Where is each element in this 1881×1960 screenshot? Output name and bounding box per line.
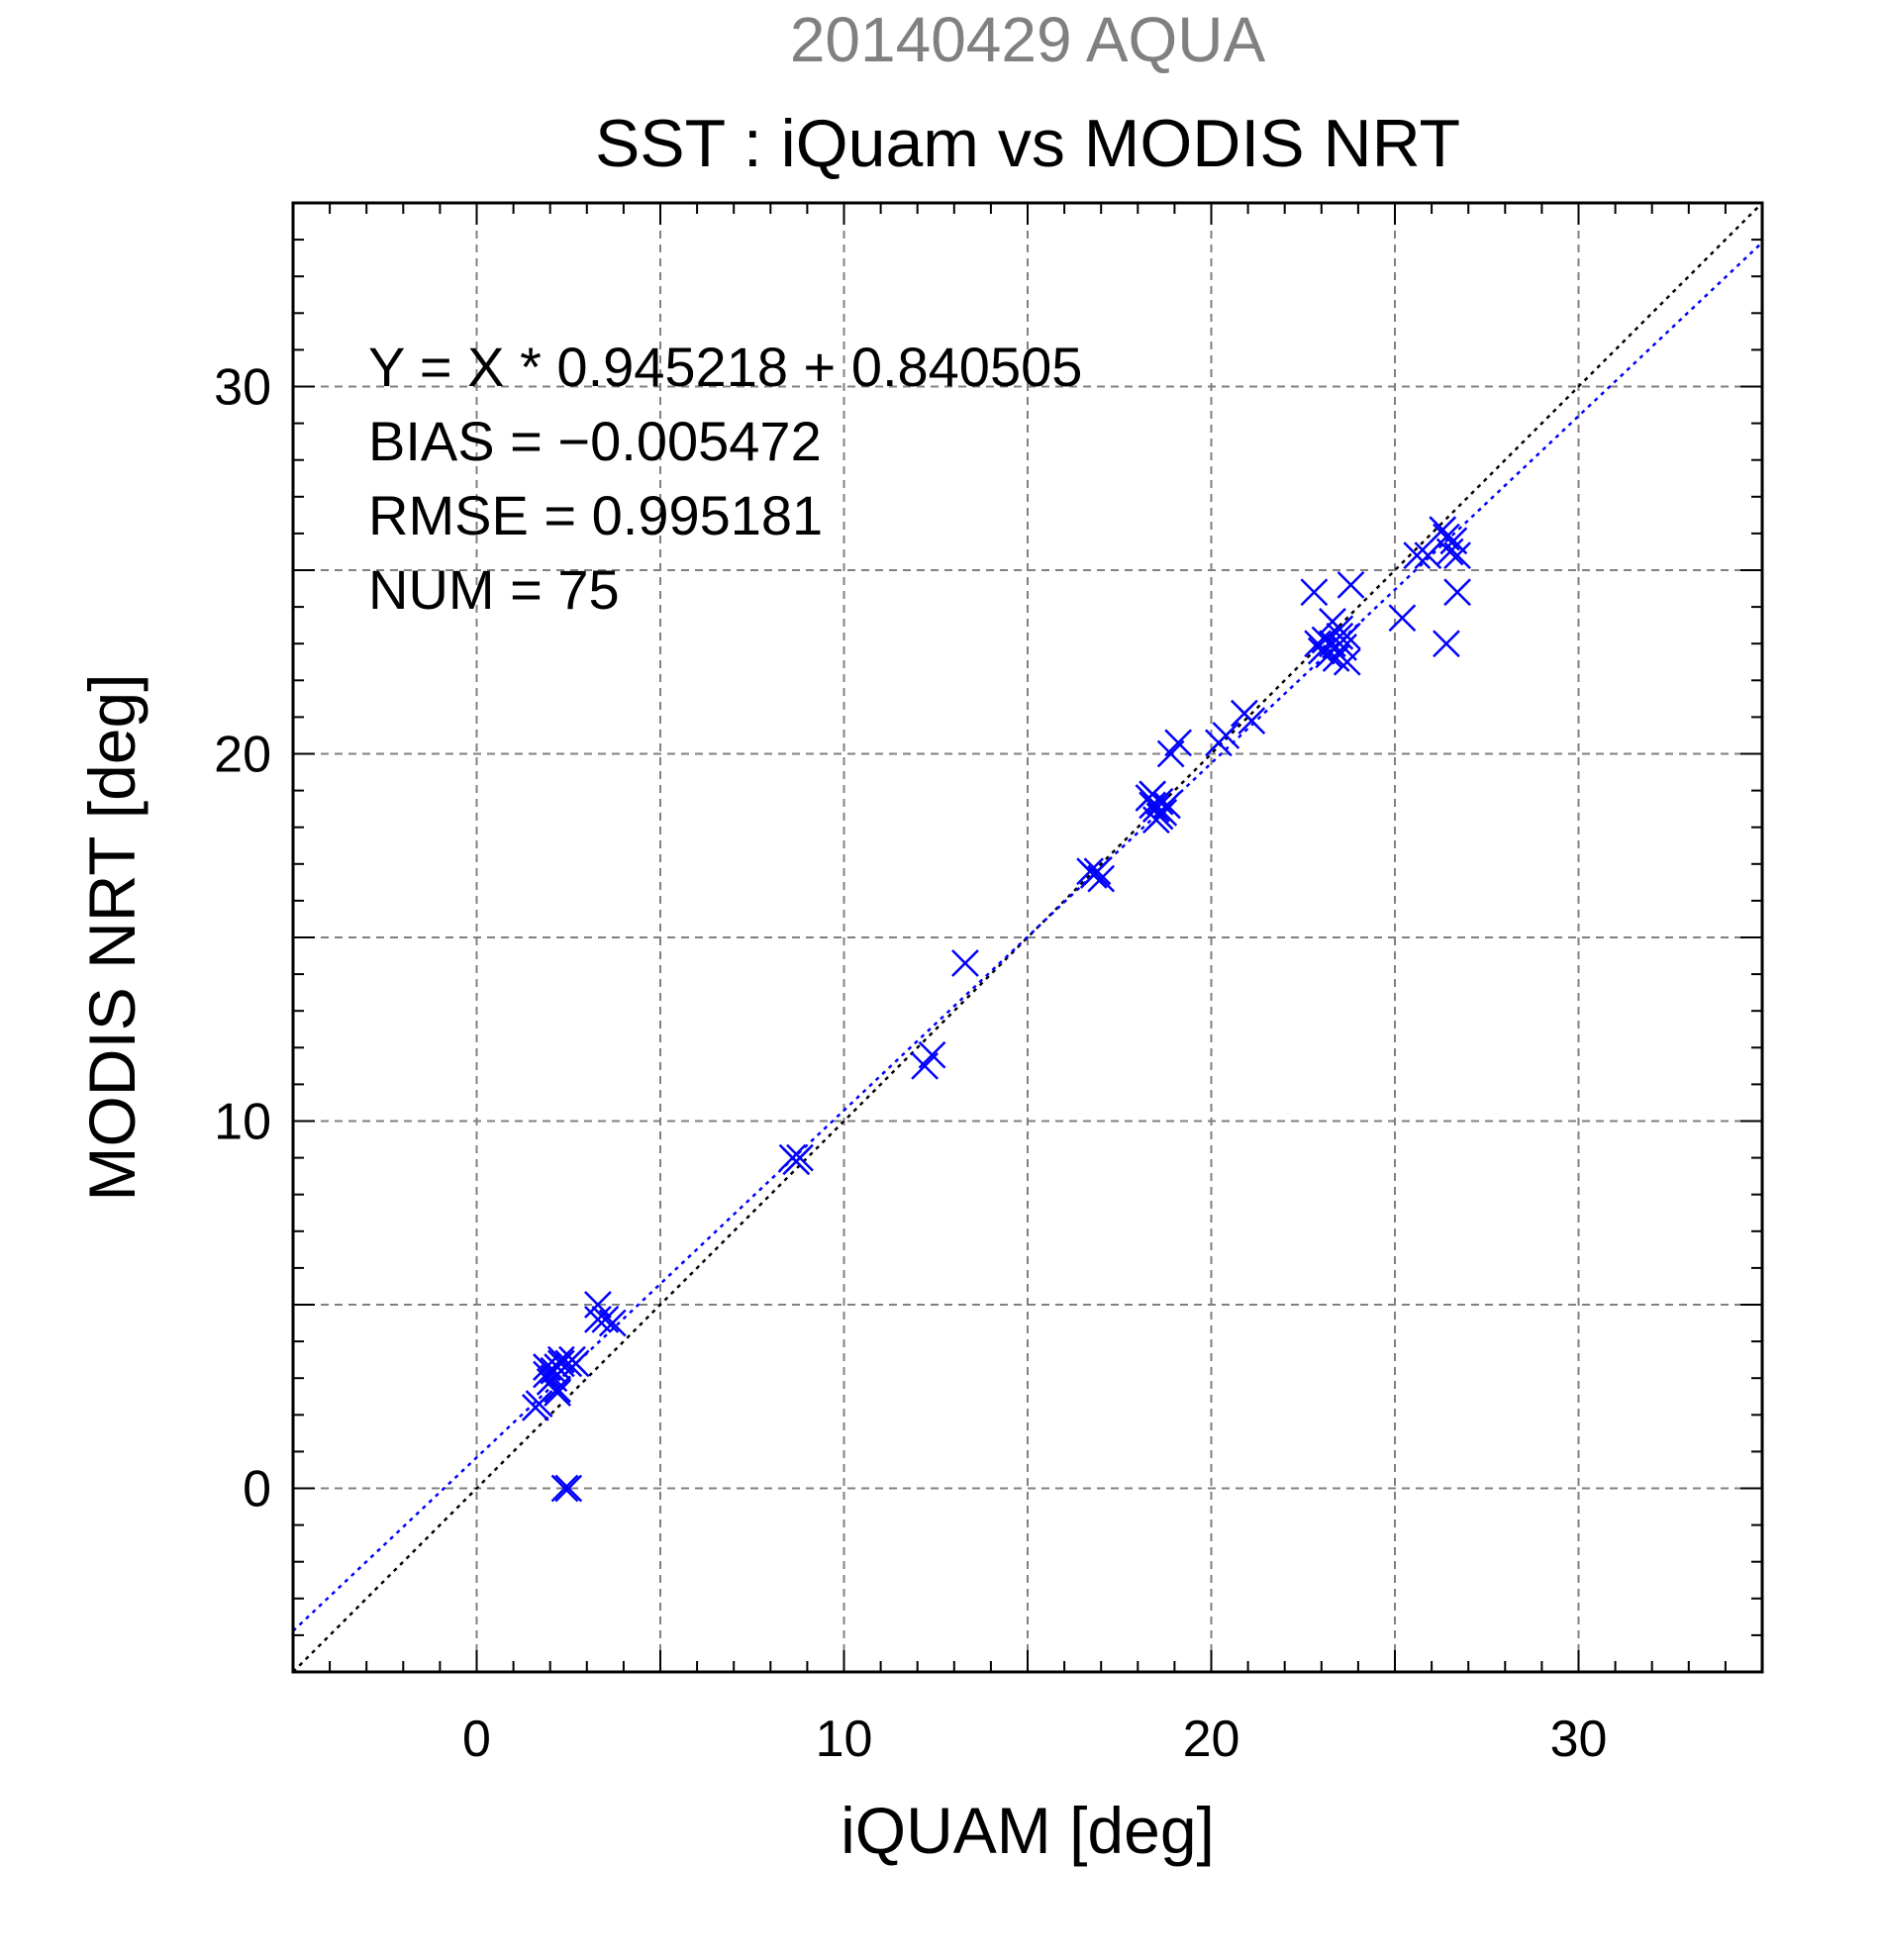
data-point-stroke (1403, 541, 1432, 570)
tick-labels: 0 10 20 30 0 10 20 30 (214, 359, 1607, 1769)
data-point (525, 1390, 553, 1419)
data-point (1300, 578, 1329, 607)
data-point (544, 1375, 572, 1404)
data-point (544, 1379, 572, 1407)
data-point-stroke (1300, 578, 1329, 607)
x-tick-label: 20 (1183, 1711, 1240, 1768)
data-point-stroke (1333, 647, 1361, 676)
chart-title: 20140429 AQUA (790, 4, 1266, 75)
data-point (918, 1040, 946, 1069)
annotation-num: NUM = 75 (368, 558, 620, 621)
reference-lines (292, 202, 1763, 1673)
data-point (1238, 707, 1266, 735)
x-tick-label: 0 (462, 1711, 491, 1768)
data-point-stroke (546, 1349, 575, 1378)
data-point (786, 1143, 814, 1172)
data-point (546, 1349, 575, 1378)
data-point (591, 1305, 620, 1333)
annotation-fit: Y = X * 0.945218 + 0.840505 (368, 336, 1082, 398)
data-point-stroke (598, 1309, 627, 1337)
annotation-bias: BIAS = −0.005472 (368, 410, 822, 472)
data-point-stroke (1433, 523, 1460, 551)
data-point-stroke (1087, 864, 1116, 893)
data-point (554, 1474, 583, 1503)
data-point (598, 1309, 627, 1337)
data-point (1141, 795, 1170, 824)
data-point-stroke (1145, 787, 1174, 816)
data-point-stroke (786, 1143, 814, 1172)
data-point-stroke (1443, 578, 1471, 607)
axis-ticks (292, 202, 1763, 1673)
data-point-stroke (1388, 604, 1417, 633)
data-point-stroke (554, 1474, 583, 1503)
data-point-stroke (951, 949, 979, 977)
y-axis-label: MODIS NRT [deg] (75, 673, 148, 1201)
data-point-stroke (550, 1474, 579, 1503)
data-point-stroke (584, 1305, 612, 1333)
fit-line (292, 242, 1763, 1632)
y-tick-label: 0 (243, 1461, 271, 1519)
data-point (1336, 570, 1365, 599)
y-tick-label: 20 (214, 727, 271, 784)
data-point-stroke (1141, 795, 1170, 824)
x-axis-label: iQUAM [deg] (841, 1794, 1215, 1867)
data-point-stroke (1326, 622, 1354, 650)
data-point-stroke (1149, 798, 1178, 827)
data-point-stroke (1443, 541, 1471, 570)
x-tick-label: 30 (1550, 1711, 1608, 1768)
data-point (1333, 622, 1361, 650)
data-point (1403, 541, 1432, 570)
data-point-stroke (546, 1345, 575, 1374)
data-point-stroke (1333, 622, 1361, 650)
data-point (951, 949, 979, 977)
data-point (1212, 722, 1240, 749)
data-points (521, 516, 1471, 1503)
data-point-stroke (1433, 630, 1460, 658)
x-tick-label: 10 (816, 1711, 873, 1768)
data-point-stroke (1238, 707, 1266, 735)
data-point (1433, 630, 1460, 658)
data-point-stroke (561, 1349, 590, 1378)
data-point-stroke (1336, 570, 1365, 599)
data-point-stroke (1164, 729, 1192, 757)
plot-frame (291, 201, 1764, 1674)
annotation-rmse: RMSE = 0.995181 (368, 484, 823, 546)
identity-line (292, 202, 1763, 1673)
data-point-stroke (544, 1375, 572, 1404)
data-point (1145, 787, 1174, 816)
data-point (561, 1349, 590, 1378)
stats-annotation: Y = X * 0.945218 + 0.840505 BIAS = −0.00… (368, 336, 1082, 621)
data-point (1436, 538, 1464, 566)
data-point (1149, 798, 1178, 827)
data-point-stroke (1083, 857, 1112, 886)
data-point-stroke (584, 1291, 612, 1319)
data-point (1333, 647, 1361, 676)
data-point-stroke (591, 1305, 620, 1333)
data-point-stroke (1212, 722, 1240, 749)
data-point-stroke (1153, 791, 1181, 820)
data-point (1153, 791, 1181, 820)
data-point-stroke (525, 1390, 553, 1419)
data-point (584, 1291, 612, 1319)
data-point (1326, 622, 1354, 650)
data-point (1388, 604, 1417, 633)
data-point (1443, 578, 1471, 607)
data-point (1087, 864, 1116, 893)
data-point (1164, 729, 1192, 757)
data-point-stroke (918, 1040, 946, 1069)
data-point-stroke (544, 1379, 572, 1407)
data-point (550, 1474, 579, 1503)
data-point-stroke (1436, 538, 1464, 566)
y-tick-label: 10 (214, 1094, 271, 1151)
y-tick-label: 30 (214, 359, 271, 417)
chart-subtitle: SST : iQuam vs MODIS NRT (595, 106, 1460, 181)
data-point-stroke (1439, 527, 1468, 555)
data-point (1443, 541, 1471, 570)
data-point (1083, 857, 1112, 886)
data-point-stroke (1330, 634, 1357, 661)
